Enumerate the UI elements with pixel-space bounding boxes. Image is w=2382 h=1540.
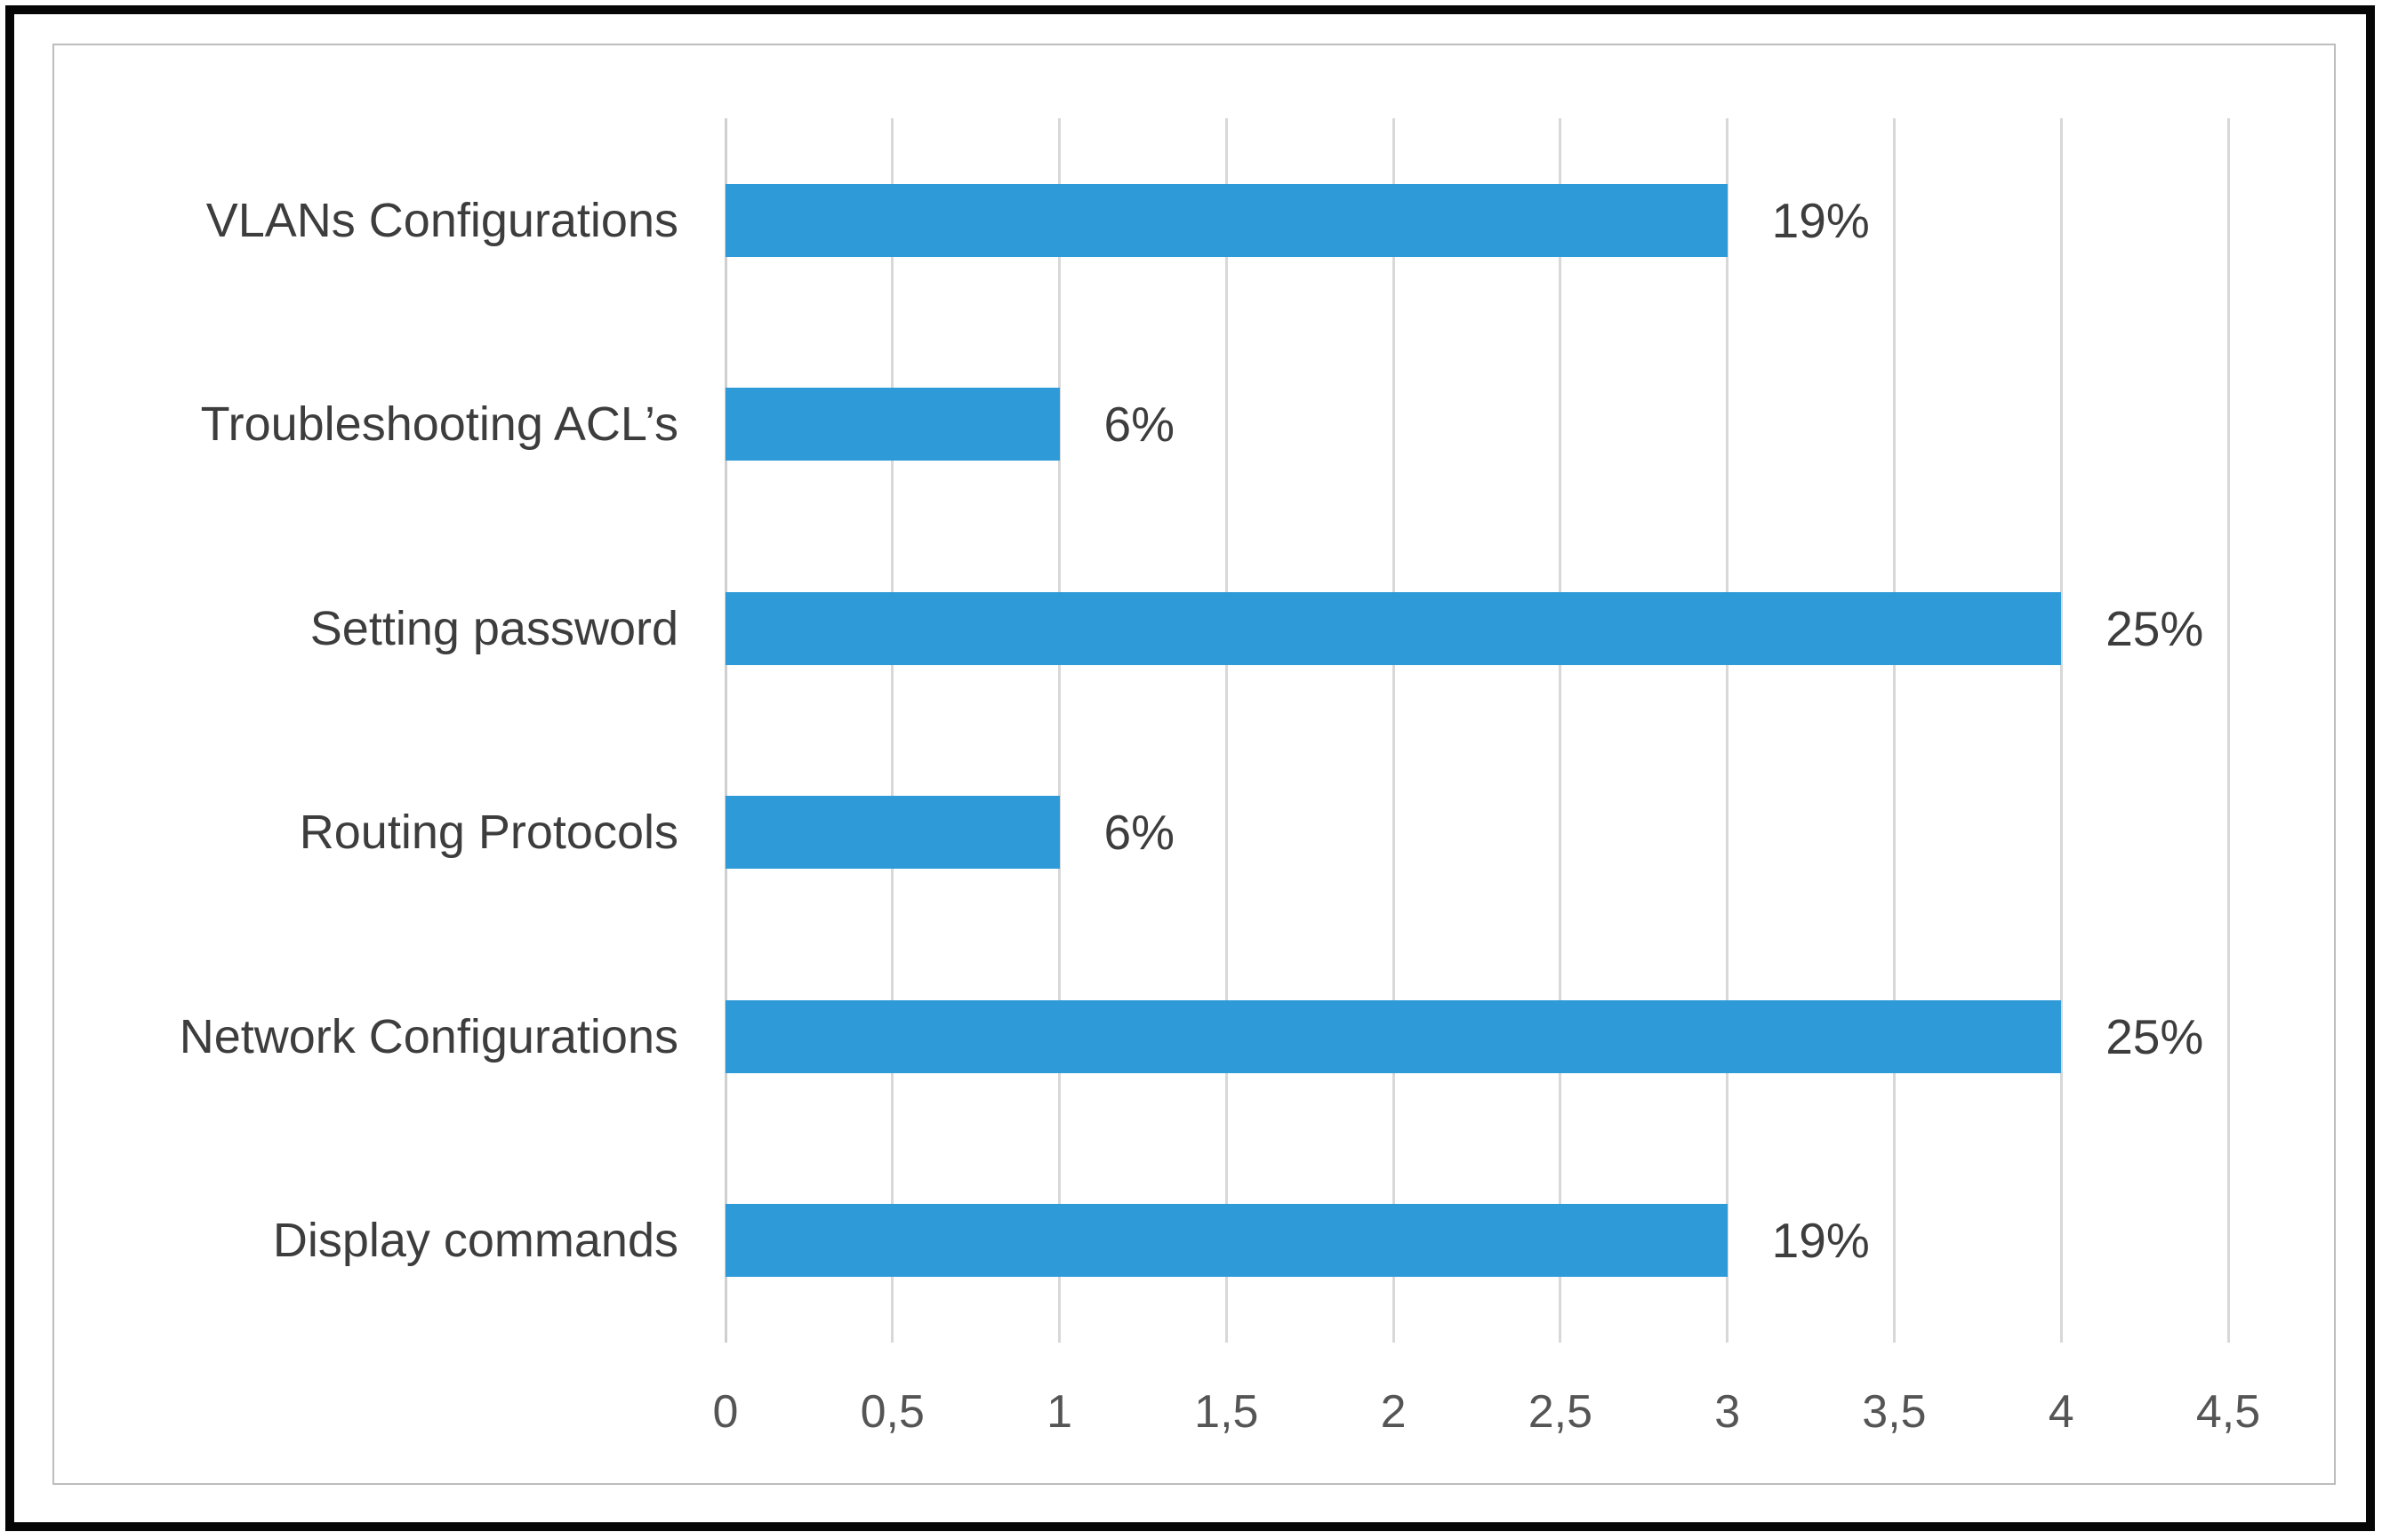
gridline-4,5 bbox=[2226, 118, 2230, 1343]
value-label: 19% bbox=[1771, 192, 1870, 248]
x-tick-label: 3,5 bbox=[1862, 1386, 1927, 1438]
gridline-3,5 bbox=[1892, 118, 1896, 1343]
gridline-3 bbox=[1726, 118, 1729, 1343]
gridline-2 bbox=[1392, 118, 1395, 1343]
x-tick-label: 4 bbox=[2048, 1386, 2074, 1438]
chart-box: VLANs Configurations Troubleshooting ACL’… bbox=[52, 44, 2336, 1485]
gridline-0,5 bbox=[891, 118, 894, 1343]
bar-3 bbox=[726, 591, 2062, 665]
x-tick-label: 4,5 bbox=[2195, 1386, 2261, 1438]
bar-row: 19% bbox=[726, 1139, 2228, 1343]
gridline-0 bbox=[724, 118, 727, 1343]
bar-row: 19% bbox=[726, 118, 2228, 323]
bar-row: 25% bbox=[726, 934, 2228, 1139]
x-tick-label: 1 bbox=[1047, 1386, 1073, 1438]
x-tick-label: 0,5 bbox=[860, 1386, 925, 1438]
category-axis: VLANs Configurations Troubleshooting ACL’… bbox=[81, 118, 678, 1343]
plot-area: 19% 6% 25% 6% 25% 19% bbox=[724, 118, 2230, 1343]
category-label: Routing Protocols bbox=[299, 806, 678, 860]
bar-row: 6% bbox=[726, 323, 2228, 527]
x-tick-label: 1,5 bbox=[1194, 1386, 1259, 1438]
value-label: 6% bbox=[1103, 397, 1175, 453]
category-label: Network Configurations bbox=[179, 1009, 678, 1063]
bar-row: 25% bbox=[726, 526, 2228, 731]
x-tick-label: 2,5 bbox=[1528, 1386, 1593, 1438]
gridline-1 bbox=[1058, 118, 1062, 1343]
value-label: 19% bbox=[1771, 1213, 1870, 1269]
x-tick-label: 0 bbox=[712, 1386, 739, 1438]
bar-5 bbox=[726, 999, 2062, 1073]
value-label: 6% bbox=[1103, 805, 1175, 861]
value-label: 25% bbox=[2105, 600, 2204, 656]
category-label: Setting password bbox=[309, 601, 678, 655]
category-label: Display commands bbox=[272, 1214, 678, 1268]
bar-row: 6% bbox=[726, 731, 2228, 935]
gridline-2,5 bbox=[1559, 118, 1562, 1343]
x-tick-label: 2 bbox=[1380, 1386, 1407, 1438]
gridline-4 bbox=[2059, 118, 2063, 1343]
category-label: VLANs Configurations bbox=[205, 193, 678, 247]
bar-2 bbox=[726, 388, 1060, 461]
category-label: Troubleshooting ACL’s bbox=[200, 397, 678, 452]
bar-1 bbox=[726, 183, 1728, 257]
x-tick-label: 3 bbox=[1714, 1386, 1741, 1438]
bar-6 bbox=[726, 1204, 1728, 1278]
x-axis: 0 0,5 1 1,5 2 2,5 3 3,5 4 4,5 bbox=[713, 1385, 2261, 1456]
gridline-1,5 bbox=[1224, 118, 1228, 1343]
outer-border-frame: VLANs Configurations Troubleshooting ACL’… bbox=[5, 5, 2375, 1531]
value-label: 25% bbox=[2105, 1008, 2204, 1064]
bar-4 bbox=[726, 796, 1060, 870]
